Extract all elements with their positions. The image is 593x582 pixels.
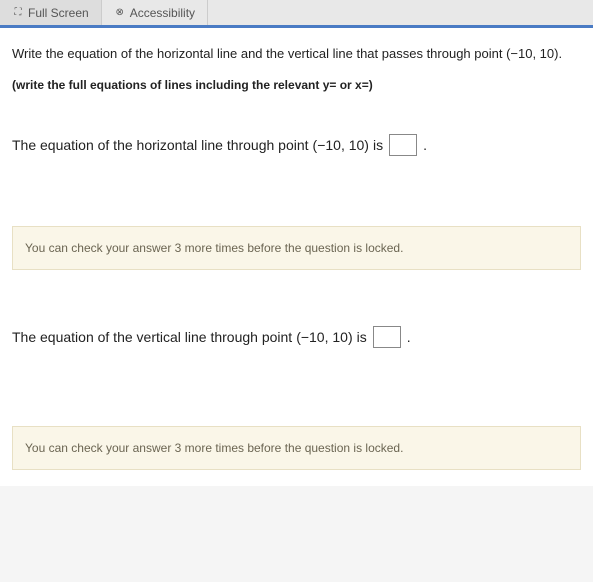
question2-point: (−10, 10) [296,329,352,345]
question2-period: . [407,329,411,345]
answer-input-1[interactable] [389,134,417,156]
answer-input-2[interactable] [373,326,401,348]
question2-line: The equation of the vertical line throug… [12,326,581,348]
tab-fullscreen-label: Full Screen [28,6,89,20]
tab-accessibility[interactable]: ⊗ Accessibility [102,0,208,25]
question1-line: The equation of the horizontal line thro… [12,134,581,156]
fullscreen-icon: ⛶ [12,7,24,19]
question2-prefix: The equation of the vertical line throug… [12,329,292,345]
info-banner-2: You can check your answer 3 more times b… [12,426,581,470]
tab-accessibility-label: Accessibility [130,6,195,20]
question1-point: (−10, 10) [313,137,369,153]
tab-bar: ⛶ Full Screen ⊗ Accessibility [0,0,593,28]
content-area: Write the equation of the horizontal lin… [0,28,593,486]
question-prompt: Write the equation of the horizontal lin… [12,44,581,64]
accessibility-icon: ⊗ [114,7,126,19]
question-subtext: (write the full equations of lines inclu… [12,78,581,92]
question1-period: . [423,137,427,153]
question1-prefix: The equation of the horizontal line thro… [12,137,309,153]
prompt-main-point: (−10, 10). [506,46,562,61]
question2-suffix: is [357,329,367,345]
tab-fullscreen[interactable]: ⛶ Full Screen [0,0,102,25]
info-banner-1: You can check your answer 3 more times b… [12,226,581,270]
question1-suffix: is [373,137,383,153]
prompt-main-prefix: Write the equation of the horizontal lin… [12,46,506,61]
